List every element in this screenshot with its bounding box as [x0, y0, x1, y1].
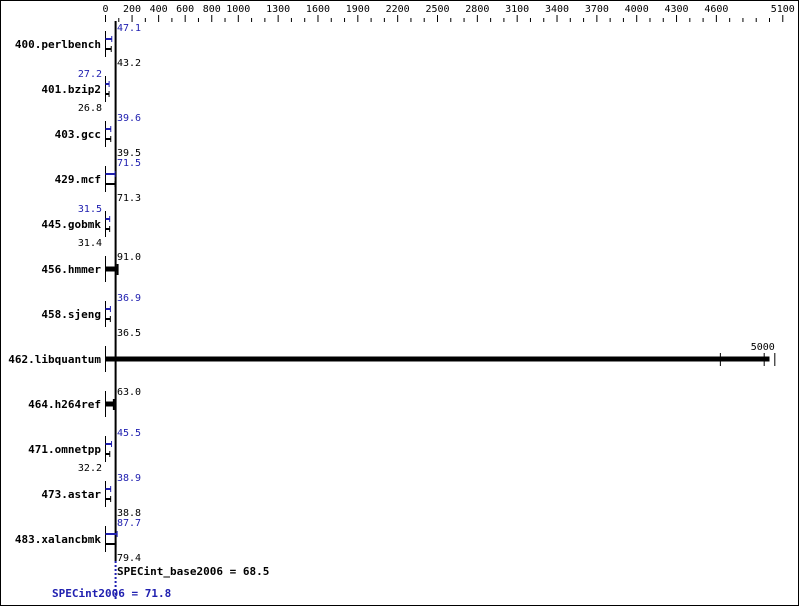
axis-tick-label: 1600: [306, 4, 330, 15]
benchmark-label: 445.gobmk: [41, 218, 101, 231]
axis-tick-label: 4000: [625, 4, 649, 15]
base-value-label: 63.0: [117, 387, 141, 398]
axis-tick-label: 3100: [505, 4, 529, 15]
axis-tick-label: 1900: [346, 4, 370, 15]
axis-tick-label: 0: [102, 4, 108, 15]
axis-tick-label: 200: [123, 4, 141, 15]
benchmark-label: 462.libquantum: [8, 353, 101, 366]
axis-tick-label: 600: [176, 4, 194, 15]
peak-value-label: 71.5: [117, 158, 141, 169]
peak-value-label: 27.2: [78, 69, 102, 80]
axis-tick-label: 3400: [545, 4, 569, 15]
benchmark-label: 401.bzip2: [41, 83, 101, 96]
benchmark-label: 464.h264ref: [28, 398, 101, 411]
base-value-label: 43.2: [117, 58, 141, 69]
axis-tick-label: 5100: [771, 4, 795, 15]
peak-value-label: 45.5: [117, 428, 141, 439]
base-value-label: 26.8: [78, 103, 102, 114]
benchmark-label: 471.omnetpp: [28, 443, 101, 456]
base-value-label: 79.4: [117, 553, 141, 564]
axis-tick-label: 3700: [585, 4, 609, 15]
base-value-label: 32.2: [78, 463, 102, 474]
axis-tick-label: 4600: [704, 4, 728, 15]
axis-tick-label: 400: [150, 4, 168, 15]
peak-value-label: 36.9: [117, 293, 141, 304]
benchmark-label: 403.gcc: [55, 128, 101, 141]
peak-mean-label: SPECint2006 = 71.8: [52, 587, 171, 600]
peak-value-label: 38.9: [117, 473, 141, 484]
peak-value-label: 47.1: [117, 23, 141, 34]
axis-tick-label: 800: [203, 4, 221, 15]
benchmark-label: 473.astar: [41, 488, 101, 501]
base-bar: [105, 401, 114, 407]
base-value-label: 38.8: [117, 508, 141, 519]
base-value-label: 36.5: [117, 328, 141, 339]
base-value-label: 5000: [751, 342, 775, 353]
base-value-label: 91.0: [117, 252, 141, 263]
axis-tick-label: 4300: [664, 4, 688, 15]
benchmark-label: 458.sjeng: [41, 308, 101, 321]
base-bar: [105, 266, 118, 272]
peak-value-label: 87.7: [117, 518, 141, 529]
axis-tick-label: 1000: [226, 4, 250, 15]
axis-tick-label: 1300: [266, 4, 290, 15]
peak-value-label: 39.6: [117, 113, 141, 124]
benchmark-label: 400.perlbench: [15, 38, 101, 51]
axis-tick-label: 2500: [425, 4, 449, 15]
axis-tick-label: 2800: [465, 4, 489, 15]
benchmark-label: 429.mcf: [55, 173, 101, 186]
axis-tick-label: 2200: [386, 4, 410, 15]
benchmark-label: 483.xalancbmk: [15, 533, 101, 546]
base-value-label: 71.3: [117, 193, 141, 204]
base-value-label: 39.5: [117, 148, 141, 159]
base-value-label: 31.4: [78, 238, 102, 249]
base-mean-label: SPECint_base2006 = 68.5: [117, 565, 269, 578]
peak-value-label: 31.5: [78, 204, 102, 215]
base-bar: [105, 356, 770, 362]
benchmark-label: 456.hmmer: [41, 263, 101, 276]
